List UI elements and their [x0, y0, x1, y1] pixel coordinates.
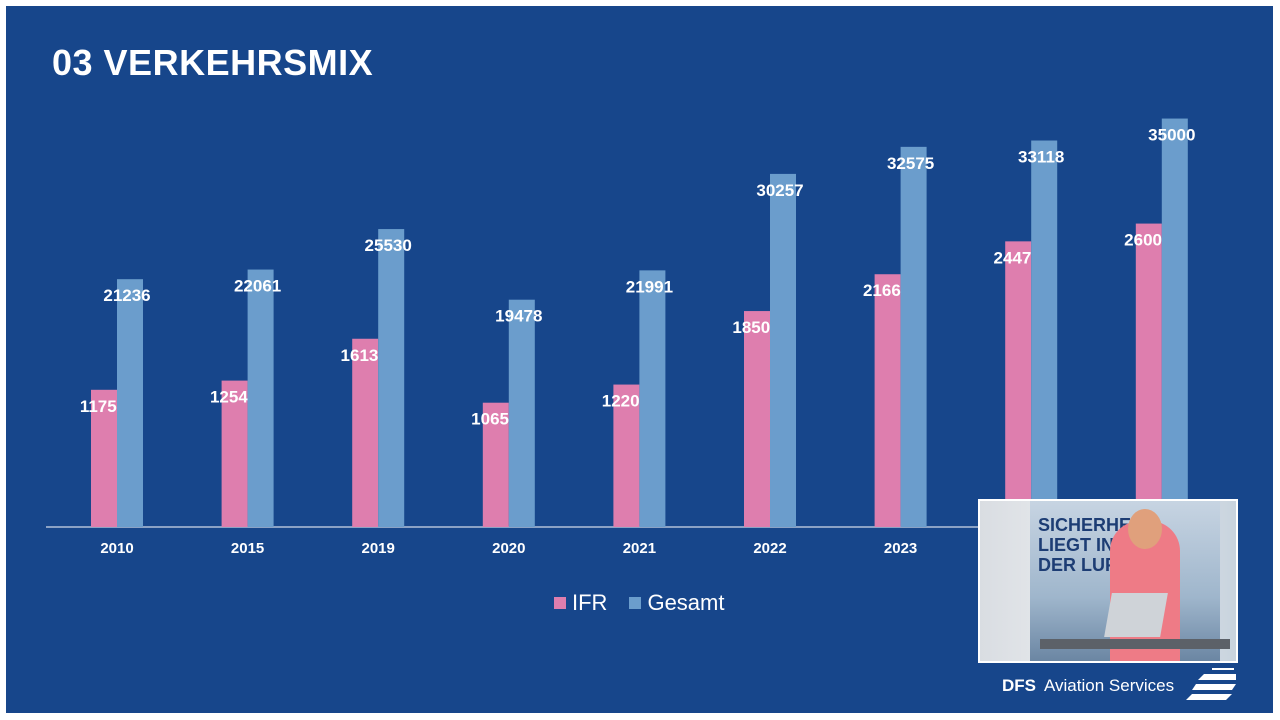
bar-ifr-2015 — [221, 380, 248, 527]
bar-gesamt-2019 — [378, 229, 405, 528]
bar-ifr-col8 — [1135, 223, 1162, 527]
slide-title: 03 VERKEHRSMIX — [52, 42, 374, 83]
x-tick-label-2022: 2022 — [753, 540, 786, 557]
data-label-ifr-2010: 11757 — [80, 397, 126, 416]
legend-swatch-gesamt — [629, 597, 642, 609]
bar-gesamt-2010 — [117, 279, 143, 527]
webcam-banner-line-3: DER LUFT — [1038, 555, 1127, 575]
data-label-ifr-col8: 26000 — [1124, 231, 1171, 250]
x-tick-label-2010: 2010 — [100, 540, 133, 557]
chart-legend: IFR Gesamt — [554, 590, 724, 616]
x-tick-label-2019: 2019 — [362, 540, 395, 557]
bar-ifr-2019 — [352, 338, 379, 527]
logo-brand: DFS — [1002, 676, 1036, 695]
data-label-ifr-2022: 18504 — [732, 318, 780, 337]
bar-gesamt-col8 — [1161, 118, 1188, 528]
bar-ifr-2020 — [482, 402, 509, 527]
bar-ifr-2021 — [613, 384, 640, 527]
laptop — [1104, 593, 1168, 637]
bar-gesamt-col7 — [1031, 140, 1058, 527]
bar-gesamt-2020 — [508, 299, 535, 527]
data-label-ifr-col7: 24477 — [994, 248, 1041, 267]
legend-label-gesamt: Gesamt — [647, 590, 725, 615]
data-label-ifr-2023: 21660 — [863, 281, 910, 300]
data-label-ifr-2020: 10651 — [471, 410, 518, 429]
data-label-gesamt-2010: 21236 — [103, 286, 150, 305]
dfs-wing-logo-icon — [1186, 668, 1237, 700]
speaker-webcam-overlay: SICHERHEI LIEGT IN DER LUFT — [978, 499, 1238, 663]
data-label-gesamt-2021: 21991 — [626, 277, 673, 296]
logo-name: Aviation Services — [1044, 676, 1175, 695]
x-tick-label-2020: 2020 — [492, 540, 525, 557]
bar-gesamt-2023 — [900, 146, 927, 528]
bar-ifr-2010 — [91, 389, 117, 527]
x-tick-label-2023: 2023 — [884, 540, 917, 557]
legend-item-ifr: IFR — [554, 590, 607, 616]
data-label-gesamt-2023: 32575 — [887, 154, 934, 173]
data-label-gesamt-2015: 22061 — [234, 277, 281, 296]
data-label-gesamt-col8: 35000 — [1148, 126, 1195, 145]
webcam-banner-line-1: SICHERHEI — [1038, 515, 1137, 535]
data-label-gesamt-2022: 30257 — [756, 181, 803, 200]
data-label-gesamt-col7: 33118 — [1018, 148, 1064, 167]
data-label-ifr-2021: 12206 — [602, 392, 649, 411]
legend-label-ifr: IFR — [572, 590, 608, 615]
webcam-banner-line-2: LIEGT IN — [1038, 535, 1114, 555]
bar-ifr-2022 — [744, 311, 770, 527]
bar-gesamt-2021 — [639, 270, 666, 527]
bar-ifr-col7 — [1005, 241, 1032, 528]
legend-swatch-ifr — [554, 597, 566, 609]
legend-item-gesamt: Gesamt — [629, 590, 724, 616]
bar-ifr-2023 — [874, 274, 901, 527]
bar-chart: 11757 21236 2010 12545 22061 2015 16131 25530 20… — [46, 118, 1231, 557]
data-label-ifr-2019: 16131 — [341, 346, 388, 365]
bar-gesamt-2015 — [247, 269, 274, 527]
webcam-banner-text: SICHERHEI LIEGT IN DER LUFT — [1038, 515, 1136, 575]
data-label-gesamt-2019: 25530 — [365, 236, 412, 255]
slide: 03 VERKEHRSMIX 11757 21236 2010 12545 22061 2… — [6, 6, 1273, 713]
lectern — [1040, 639, 1230, 649]
data-label-ifr-2015: 12545 — [210, 388, 257, 407]
dfs-logo: DFS Aviation Services — [1002, 666, 1237, 706]
speaker-head — [1128, 509, 1162, 549]
data-label-gesamt-2020: 19478 — [495, 307, 542, 326]
x-tick-label-2021: 2021 — [623, 540, 656, 557]
bar-gesamt-2022 — [770, 173, 796, 527]
x-tick-label-2015: 2015 — [231, 540, 264, 557]
